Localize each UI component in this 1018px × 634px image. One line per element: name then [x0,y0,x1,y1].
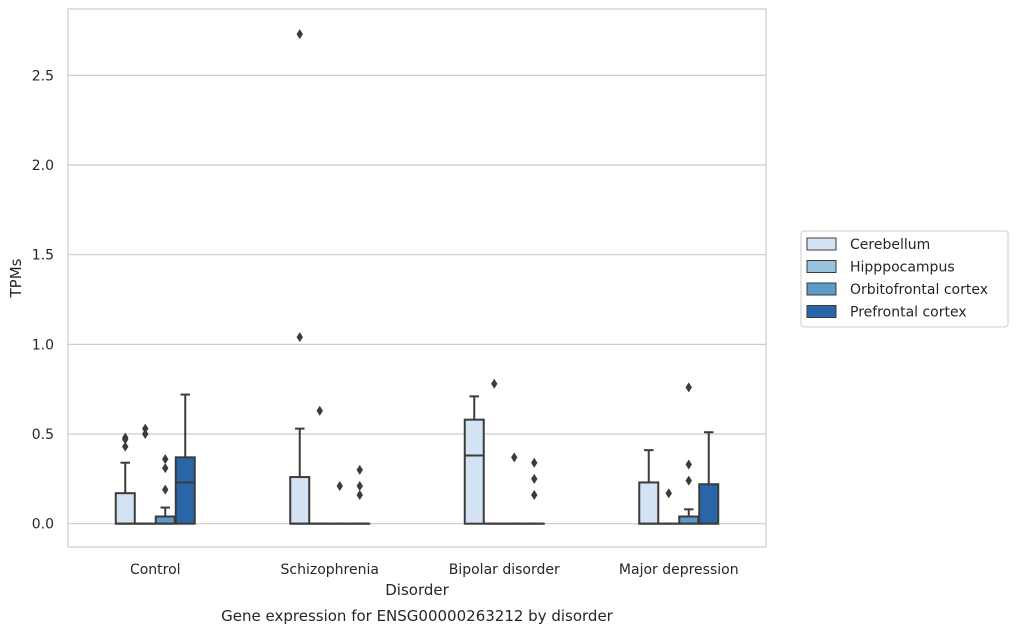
legend-swatch [806,237,837,251]
outlier-point [122,432,129,443]
outlier-point [356,489,363,500]
box-series [114,29,720,525]
box-body [678,515,700,525]
legend-label: Prefrontal cortex [850,305,967,321]
y-tick-label: 0.5 [32,427,54,443]
y-tick-label: 2.0 [32,158,54,174]
y-axis-title: TPMs [7,258,25,298]
outlier-point [296,332,303,343]
x-tick-label: Control [130,562,181,578]
outlier-point [142,429,149,440]
outlier-point [531,457,538,468]
box-orbitofrontal-cortex [329,481,351,525]
outlier-point [162,484,169,495]
box-hipppocampus [309,405,331,525]
outlier-point [511,452,518,463]
box-body [463,418,485,525]
box-body [174,456,196,525]
outlier-point [162,463,169,474]
outlier-point [491,378,498,389]
outlier-point [356,464,363,475]
gridlines [68,74,766,525]
box-orbitofrontal-cortex [678,382,700,525]
y-tick-label: 1.0 [32,337,54,353]
box-orbitofrontal-cortex [503,452,525,525]
chart-caption: Gene expression for ENSG00000263212 by d… [221,607,614,625]
box-cerebellum [114,432,136,525]
legend-label: Cerebellum [850,237,930,253]
x-tick-label: Schizophrenia [281,562,379,578]
outlier-point [162,454,169,465]
legend-swatch [806,260,837,273]
outlier-point [685,475,692,486]
y-tick-label: 2.5 [32,68,54,84]
legend-label: Orbitofrontal cortex [850,282,988,298]
legend-swatch [806,305,837,318]
box-hipppocampus [658,488,680,525]
legend-frame [800,230,1009,328]
legend-label: Hipppocampus [850,260,955,276]
outlier-point [356,481,363,492]
box-cerebellum [638,449,660,525]
outlier-point [531,473,538,484]
box-hipppocampus [134,423,156,525]
box-body [698,483,720,525]
outlier-point [665,488,672,499]
y-tick-label: 1.5 [32,248,54,264]
box-body [114,492,136,525]
box-prefrontal-cortex [349,464,371,525]
y-tick-label: 0.0 [32,517,54,533]
outlier-point [685,382,692,393]
y-axis-ticks: 0.0 0.5 1.0 1.5 2.0 2.5 [32,68,54,532]
box-body [289,476,311,525]
x-tick-label: Major depression [619,562,739,578]
box-prefrontal-cortex [698,431,720,525]
x-axis-ticks: Control Schizophrenia Bipolar disorder Majo… [130,562,739,578]
outlier-point [685,459,692,470]
outlier-point [122,441,129,452]
box-prefrontal-cortex [523,457,545,525]
box-body [638,481,660,525]
box-cerebellum [289,29,311,525]
outlier-point [316,405,323,416]
box-cerebellum [463,395,485,525]
legend: Cerebellum Hipppocampus Orbitofrontal cort… [800,230,1009,328]
box-prefrontal-cortex [174,393,196,525]
legend-swatch [806,282,837,296]
outlier-point [142,423,149,434]
outlier-point [296,29,303,40]
box-orbitofrontal-cortex [154,454,176,525]
box-hipppocampus [483,378,505,525]
x-tick-label: Bipolar disorder [449,562,560,578]
outlier-point [531,489,538,500]
plot-area-frame [67,8,767,548]
box-body [154,515,176,525]
outlier-point [336,481,343,492]
x-axis-title: Disorder [385,581,449,599]
